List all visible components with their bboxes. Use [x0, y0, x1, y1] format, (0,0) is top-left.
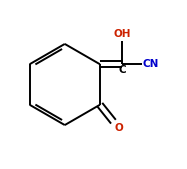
- Text: CN: CN: [143, 59, 159, 69]
- Text: C: C: [118, 65, 126, 75]
- Text: OH: OH: [114, 29, 131, 39]
- Text: O: O: [114, 123, 123, 133]
